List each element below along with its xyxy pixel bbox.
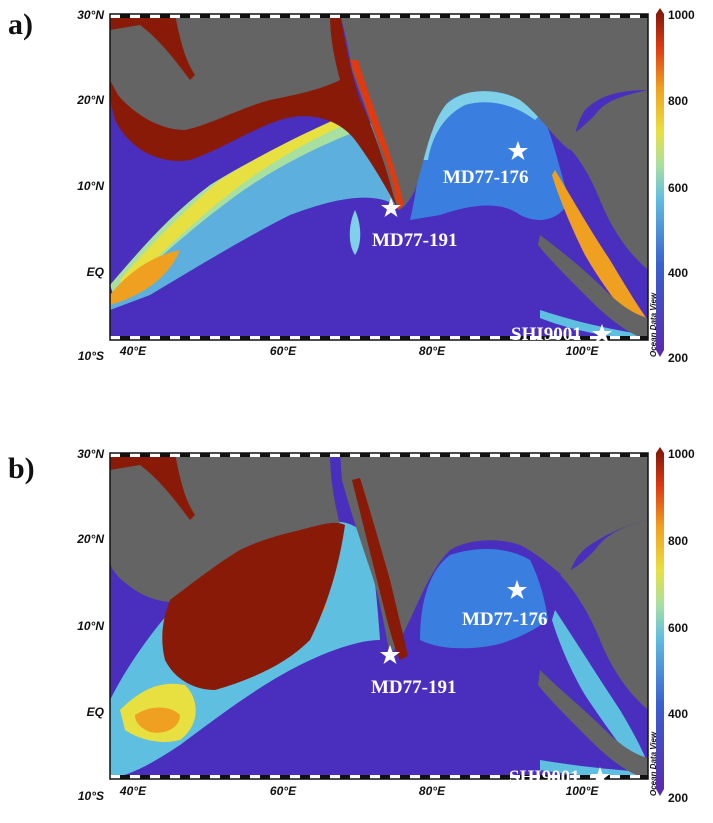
colorbar-b: 1000 800 600 400 200 Ocean Data View — [649, 447, 695, 805]
lat-tick-a-10n: 10°N — [77, 179, 104, 193]
cb-tick-a-800: 800 — [668, 94, 688, 108]
map-a — [110, 14, 648, 340]
cb-tick-b-400: 400 — [668, 707, 688, 721]
lat-tick-b-30n: 30°N — [77, 447, 104, 461]
station-label: MD77-176 — [462, 609, 547, 630]
cb-tick-b-800: 800 — [668, 534, 688, 548]
colorbar-a: 1000 800 600 400 200 Ocean Data View — [649, 8, 695, 365]
cb-tick-a-1000: 1000 — [668, 8, 695, 22]
cb-tick-b-200: 200 — [668, 791, 688, 805]
lat-tick-a-eq: EQ — [87, 265, 105, 279]
cb-tick-b-1000: 1000 — [668, 447, 695, 461]
lat-tick-b-20n: 20°N — [76, 532, 104, 546]
lat-tick-b-eq: EQ — [87, 705, 105, 719]
lat-tick-b-10n: 10°N — [77, 619, 104, 633]
lat-tick-a-10s: 10°S — [78, 349, 104, 363]
lon-tick-a-80e: 80°E — [419, 344, 446, 358]
cb-tick-a-400: 400 — [668, 266, 688, 280]
cb-tick-b-600: 600 — [668, 621, 688, 635]
lon-tick-a-100e: 100°E — [566, 344, 600, 358]
lat-tick-a-30n: 30°N — [77, 8, 104, 22]
cb-tick-a-600: 600 — [668, 181, 688, 195]
map-b — [110, 453, 648, 779]
station-label: MD77-176 — [443, 167, 528, 188]
odv-watermark-b: Ocean Data View — [649, 731, 658, 796]
station-label: SHI9001 — [511, 324, 582, 345]
panel-b-label: b) — [8, 452, 35, 486]
cb-tick-a-200: 200 — [668, 351, 688, 365]
lon-tick-b-60e: 60°E — [270, 784, 297, 798]
odv-watermark-a: Ocean Data View — [649, 292, 658, 357]
station-label: SHI9001 — [509, 767, 580, 788]
station-label: MD77-191 — [371, 677, 456, 698]
lat-tick-a-20n: 20°N — [76, 93, 104, 107]
lon-tick-b-40e: 40°E — [119, 784, 147, 798]
lon-tick-a-40e: 40°E — [119, 344, 147, 358]
lat-tick-b-10s: 10°S — [78, 789, 104, 803]
lon-tick-a-60e: 60°E — [270, 344, 297, 358]
station-label: MD77-191 — [372, 230, 457, 251]
lon-tick-b-80e: 80°E — [419, 784, 446, 798]
